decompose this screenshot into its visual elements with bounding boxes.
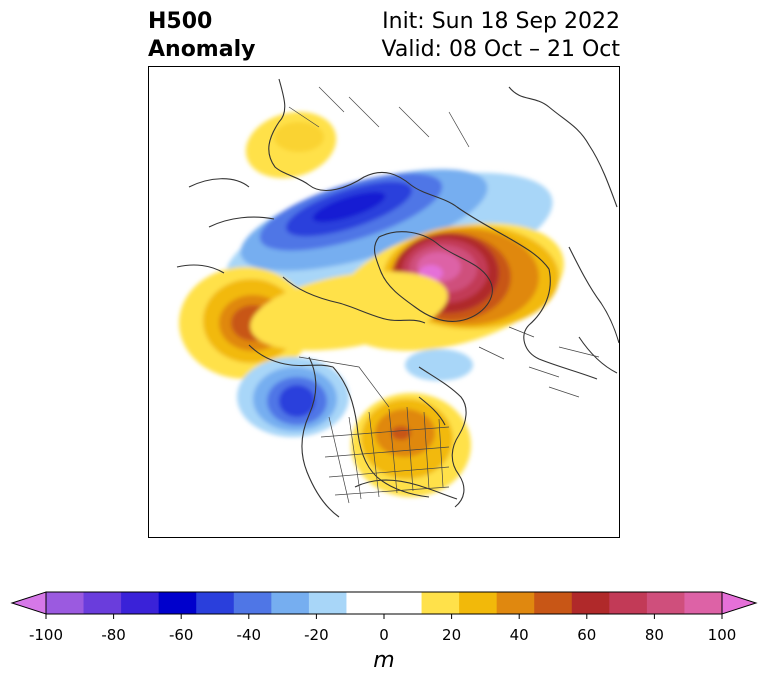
colorbar-segment (646, 592, 685, 614)
colorbar-segment (196, 592, 235, 614)
colorbar-tick-label: 20 (442, 626, 462, 644)
colorbar-segment (233, 592, 272, 614)
anomaly-fill (179, 111, 564, 497)
title-left: H500 Anomaly (148, 8, 255, 64)
colorbar-segment (609, 592, 648, 614)
valid-range: Valid: 08 Oct – 21 Oct (381, 37, 620, 62)
colorbar-extend-max (721, 591, 758, 615)
init-date: Init: Sun 18 Sep 2022 (382, 9, 620, 34)
colorbar-segment (571, 592, 610, 614)
colorbar-tick-label: 60 (577, 626, 597, 644)
anomaly-map (148, 66, 620, 538)
colorbar-segment (684, 592, 723, 614)
colorbar-segment (346, 592, 385, 614)
title-right: Init: Sun 18 Sep 2022 Valid: 08 Oct – 21… (382, 8, 620, 64)
colorbar-tick-label: 40 (509, 626, 529, 644)
colorbar-segment (158, 592, 197, 614)
colorbar-tick-label: -80 (101, 626, 126, 644)
colorbar-segment (121, 592, 160, 614)
variable-subtitle: Anomaly (148, 37, 256, 62)
colorbar-segment (421, 592, 460, 614)
colorbar-tick-label: 80 (644, 626, 664, 644)
colorbar-segment (46, 592, 85, 614)
colorbar-extend-min (10, 591, 47, 615)
colorbar-svg (10, 591, 758, 619)
colorbar-unit: m (373, 648, 395, 673)
colorbar-segment (83, 592, 122, 614)
colorbar-tick-label: -20 (304, 626, 329, 644)
variable-title: H500 (148, 9, 213, 34)
colorbar-segment (271, 592, 310, 614)
colorbar-segment (534, 592, 573, 614)
colorbar-tick-label: -40 (236, 626, 262, 644)
colorbar-tick-label: -100 (28, 626, 64, 644)
colorbar-segment (384, 592, 423, 614)
colorbar-tick-label: 0 (379, 626, 389, 644)
map-svg (176, 78, 619, 518)
colorbar-tick-label: 100 (707, 626, 737, 644)
political-borders (288, 86, 600, 504)
colorbar-segment (308, 592, 347, 614)
colorbar-segment (496, 592, 535, 614)
colorbar: -100 -80 -60 -40 -20 0 20 40 60 80 100 m (0, 580, 768, 680)
colorbar-tick-label: -60 (168, 626, 194, 644)
colorbar-segment (459, 592, 498, 614)
